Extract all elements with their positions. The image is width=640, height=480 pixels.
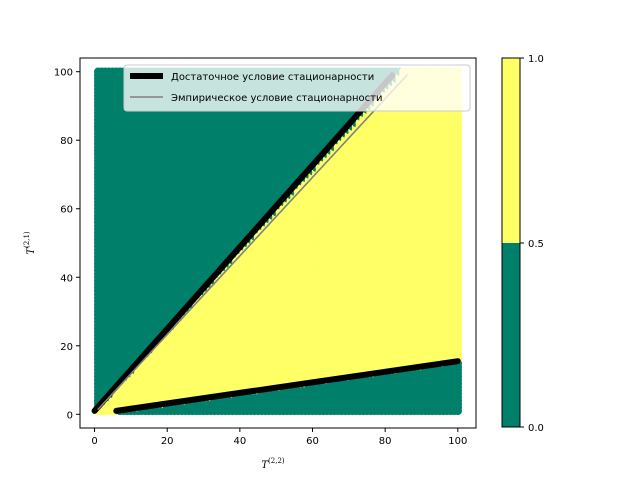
scatter-regions xyxy=(93,67,463,416)
